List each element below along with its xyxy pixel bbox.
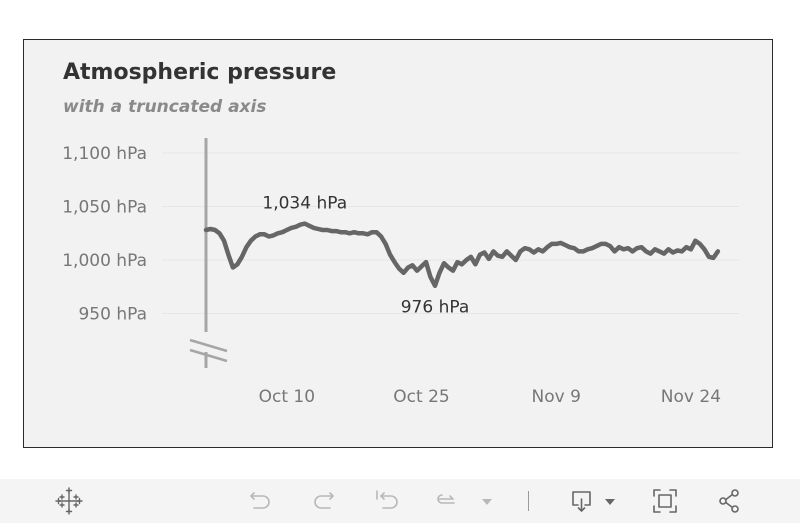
axis-break-mark bbox=[189, 338, 228, 353]
line-chart[interactable]: 1,100 hPa 1,050 hPa 1,000 hPa 950 hPa Oct 10… bbox=[24, 40, 771, 446]
revert-icon[interactable] bbox=[371, 485, 403, 517]
viz-toolbar bbox=[0, 479, 800, 523]
annotation-min: 976 hPa bbox=[401, 298, 470, 318]
share-icon[interactable] bbox=[713, 485, 745, 517]
download-icon[interactable] bbox=[566, 485, 598, 517]
redo-icon[interactable] bbox=[308, 485, 340, 517]
dropdown-arrow-icon[interactable] bbox=[473, 485, 501, 517]
x-tick-label: Oct 10 bbox=[259, 387, 315, 407]
x-tick-label: Nov 9 bbox=[532, 387, 581, 407]
y-tick-label: 1,100 hPa bbox=[62, 144, 147, 164]
refresh-icon[interactable] bbox=[430, 485, 462, 517]
y-tick-label: 1,050 hPa bbox=[62, 198, 147, 218]
axis-break-mark bbox=[189, 348, 228, 363]
x-tick-label: Nov 24 bbox=[661, 387, 721, 407]
toolbar-separator bbox=[528, 491, 529, 511]
y-tick-label: 1,000 hPa bbox=[62, 251, 147, 271]
chart-subtitle: with a truncated axis bbox=[63, 97, 267, 117]
tableau-logo-icon[interactable] bbox=[53, 485, 85, 517]
viz-frame: Atmospheric pressure with a truncated ax… bbox=[23, 39, 773, 448]
fullscreen-icon[interactable] bbox=[649, 485, 681, 517]
chart-title: Atmospheric pressure bbox=[63, 60, 337, 85]
pressure-line bbox=[203, 221, 721, 288]
undo-icon[interactable] bbox=[244, 485, 276, 517]
download-dropdown-icon[interactable] bbox=[596, 485, 624, 517]
y-tick-label: 950 hPa bbox=[78, 305, 147, 325]
x-tick-label: Oct 25 bbox=[393, 387, 449, 407]
annotation-max: 1,034 hPa bbox=[262, 194, 347, 214]
